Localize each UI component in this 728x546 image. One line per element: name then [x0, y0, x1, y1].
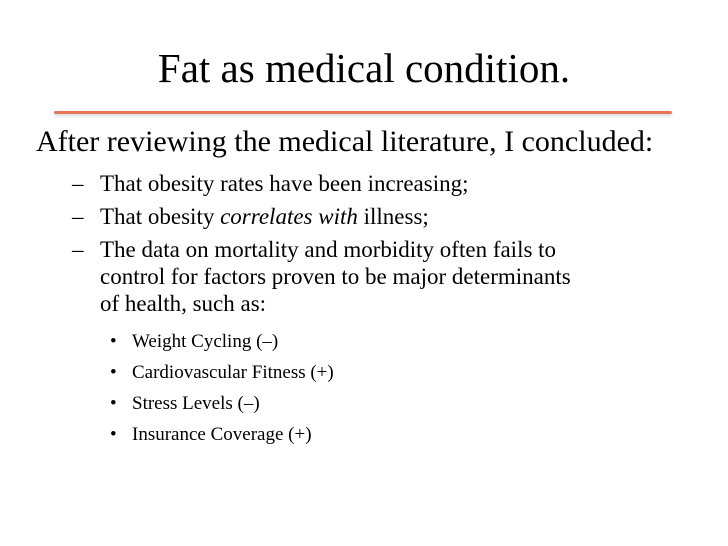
- bullet-marker: •: [110, 362, 117, 383]
- factor-label: Insurance Coverage (+): [132, 424, 312, 445]
- point-text: That obesity rates have been increasing;: [100, 171, 469, 196]
- lead-statement: After reviewing the medical literature, …: [36, 125, 654, 158]
- factor-label: Cardiovascular Fitness (+): [132, 362, 334, 383]
- point-text: That obesity correlates with illness;: [100, 203, 429, 230]
- bullet-marker: •: [110, 393, 117, 414]
- factor-label: Stress Levels (–): [132, 393, 260, 414]
- bullet-marker: •: [110, 331, 117, 352]
- dash-marker: –: [72, 204, 84, 229]
- point-text: The data on mortality and morbidity ofte…: [100, 236, 571, 317]
- dash-marker: –: [72, 171, 84, 196]
- slide-title: Fat as medical condition.: [157, 45, 571, 91]
- bullet-marker: •: [110, 424, 117, 445]
- point-text-before: That obesity: [100, 204, 221, 229]
- point-text-line: The data on mortality and morbidity ofte…: [100, 237, 557, 262]
- point-text-after: illness;: [357, 204, 429, 229]
- point-text-line: control for factors proven to be major d…: [100, 264, 571, 289]
- point-text-emphasis: correlates with: [220, 204, 358, 229]
- factor-label: Weight Cycling (–): [132, 331, 279, 352]
- point-text-line: of health, such as:: [100, 291, 267, 316]
- title-underline-rule: [54, 111, 672, 114]
- dash-marker: –: [72, 237, 84, 262]
